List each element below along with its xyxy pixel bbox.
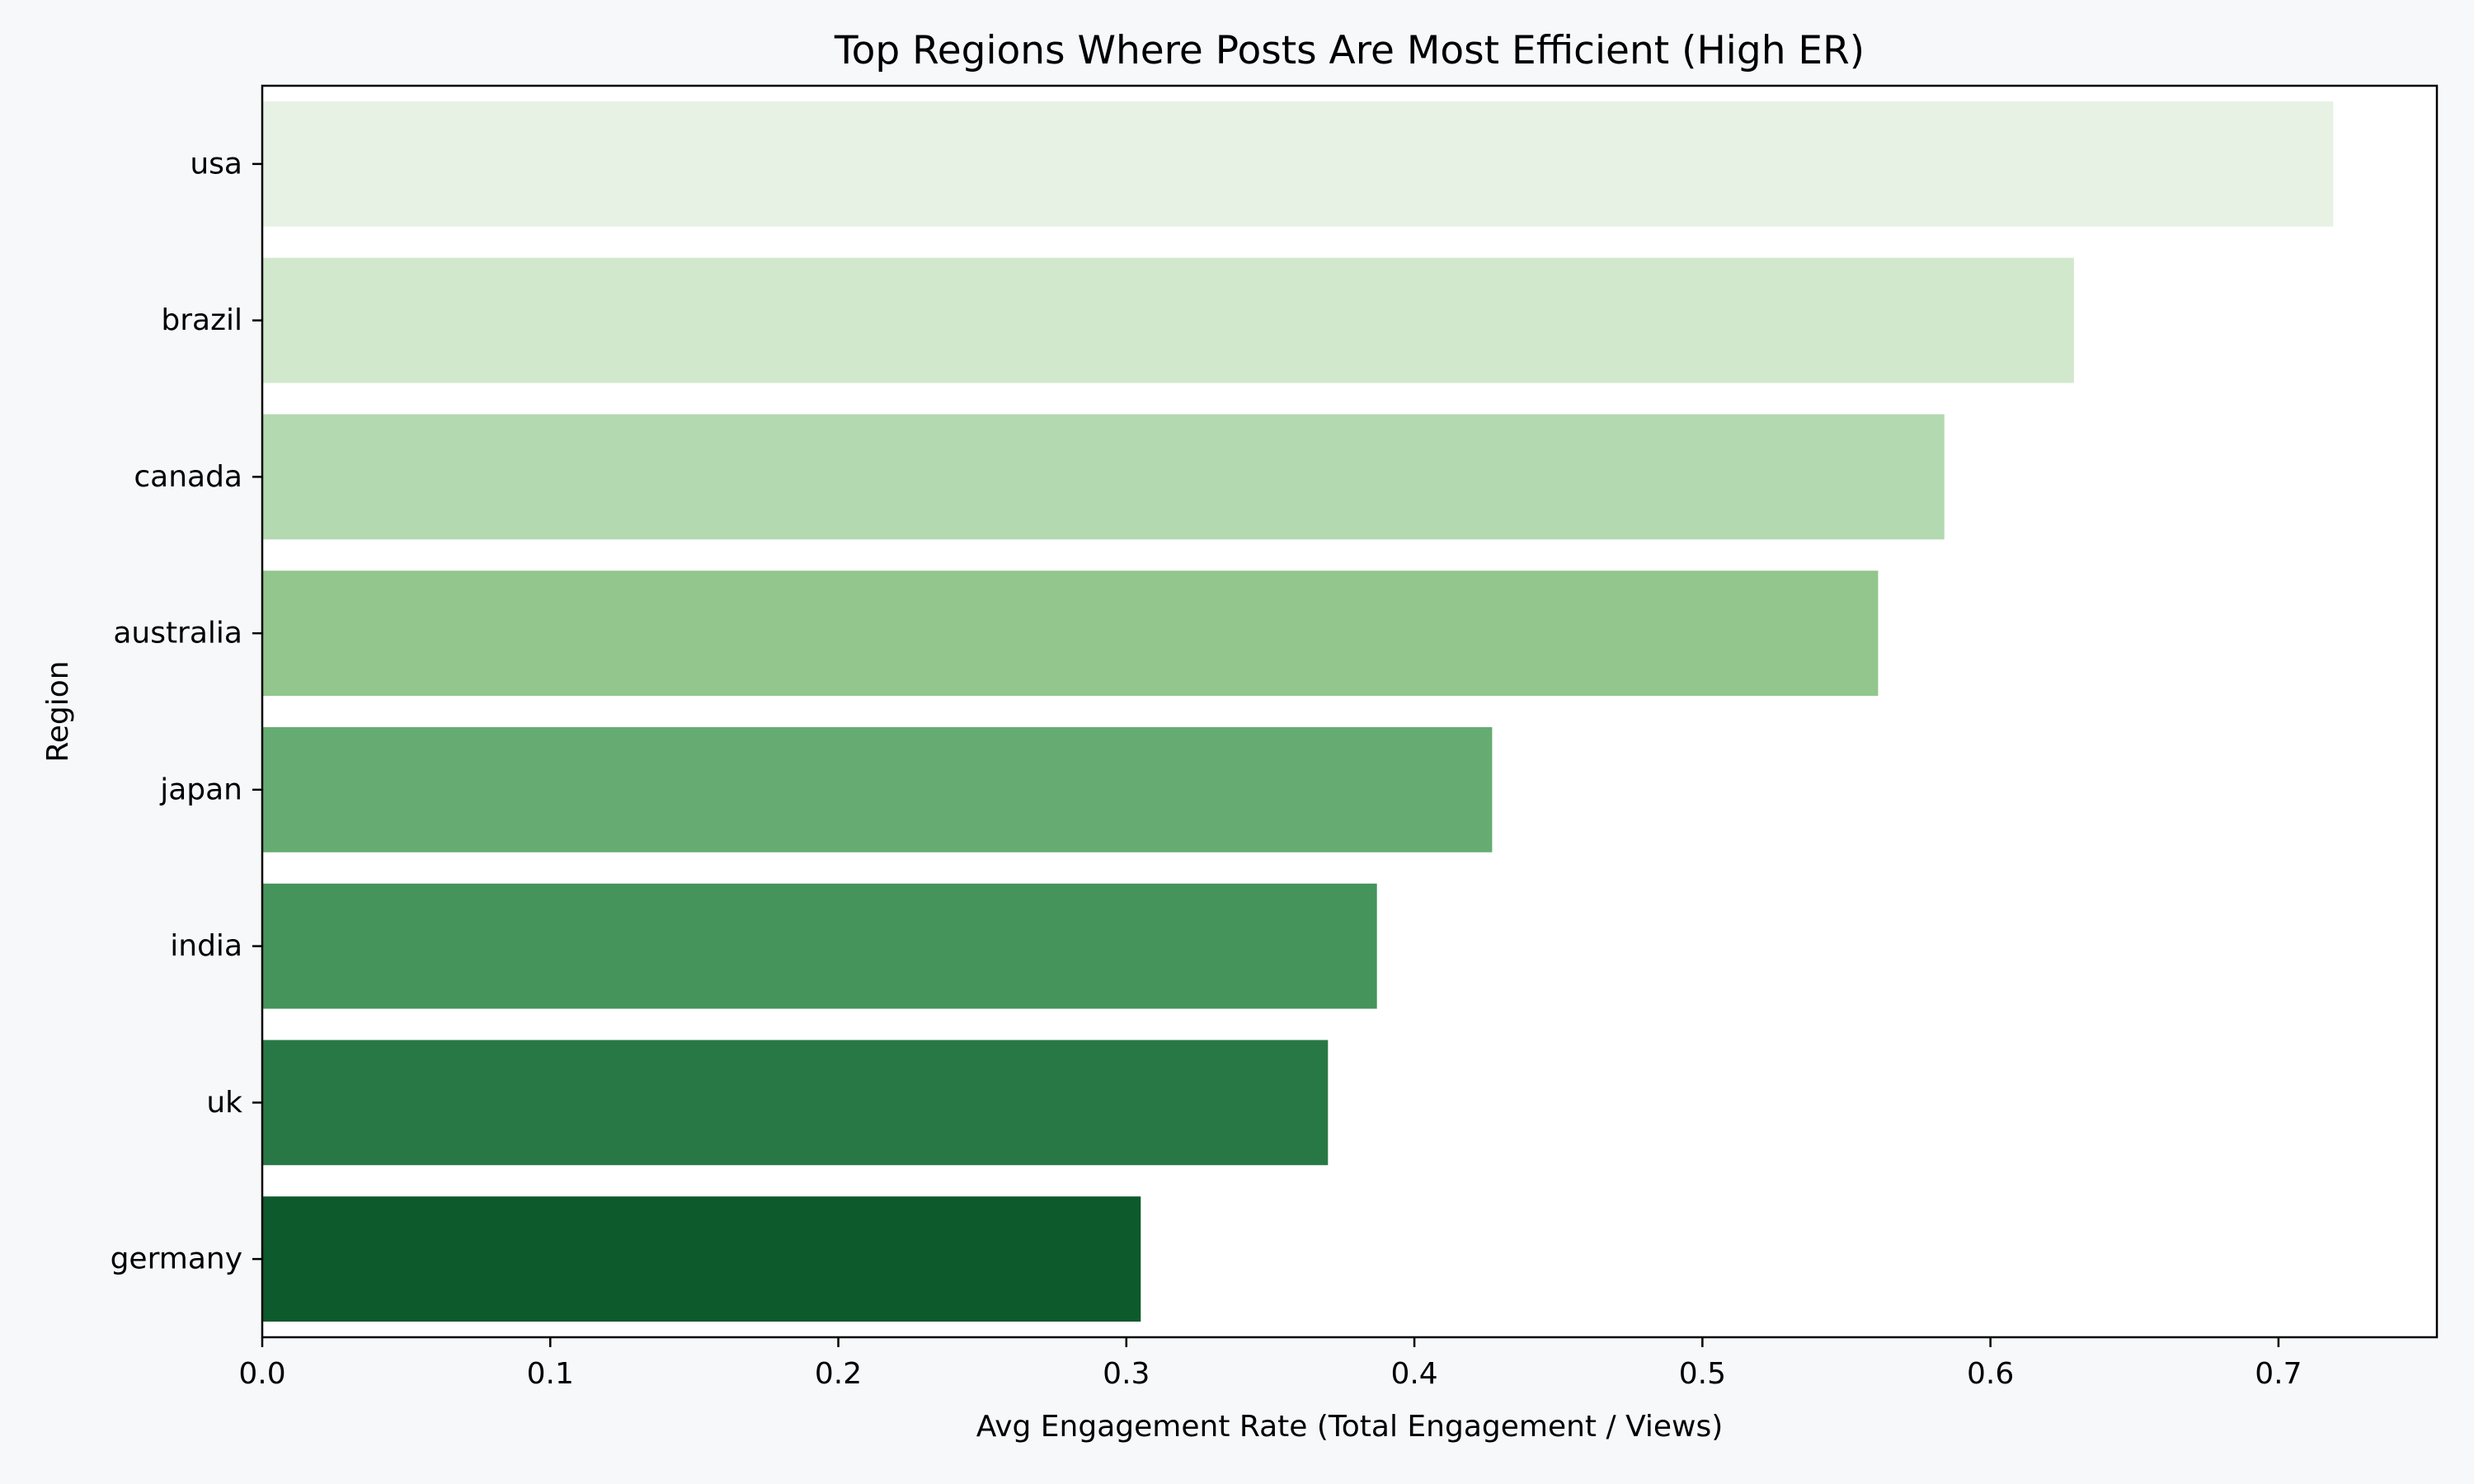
plot-frame (261, 84, 2439, 1339)
x-tick-label: 0.6 (1967, 1357, 2014, 1391)
bar-australia (262, 571, 1879, 697)
bar-japan (262, 726, 1493, 852)
x-axis-title: Avg Engagement Rate (Total Engagement / … (976, 1410, 1724, 1444)
y-tick-label: japan (159, 773, 242, 806)
y-tick-label: usa (190, 147, 242, 181)
bar-uk (262, 1040, 1329, 1166)
y-tick-label: india (170, 929, 242, 963)
bar-canada (262, 414, 1945, 540)
bar-india (262, 883, 1377, 1009)
y-axis-ticks: usa brazil canada australia japan india uk germ… (111, 147, 262, 1276)
bar-germany (262, 1196, 1141, 1322)
bars-group (262, 101, 2334, 1322)
x-tick-label: 0.0 (238, 1357, 285, 1391)
chart-title: Top Regions Where Posts Are Most Efficie… (834, 28, 1865, 73)
x-tick-label: 0.3 (1103, 1357, 1150, 1391)
bar-brazil (262, 257, 2074, 383)
x-axis-ticks: 0.0 0.1 0.2 0.3 0.4 0.5 0.6 0.7 (238, 1337, 2302, 1391)
bar-usa (262, 101, 2334, 227)
y-axis-title: Region (41, 660, 75, 762)
y-tick-label: brazil (161, 303, 242, 337)
x-tick-label: 0.2 (815, 1357, 862, 1391)
x-tick-label: 0.4 (1390, 1357, 1437, 1391)
x-tick-label: 0.5 (1679, 1357, 1726, 1391)
x-tick-label: 0.1 (527, 1357, 574, 1391)
x-tick-label: 0.7 (2255, 1357, 2302, 1391)
y-tick-label: germany (111, 1242, 242, 1276)
y-tick-label: canada (134, 460, 242, 494)
y-tick-label: australia (113, 617, 242, 650)
y-tick-label: uk (206, 1086, 242, 1120)
